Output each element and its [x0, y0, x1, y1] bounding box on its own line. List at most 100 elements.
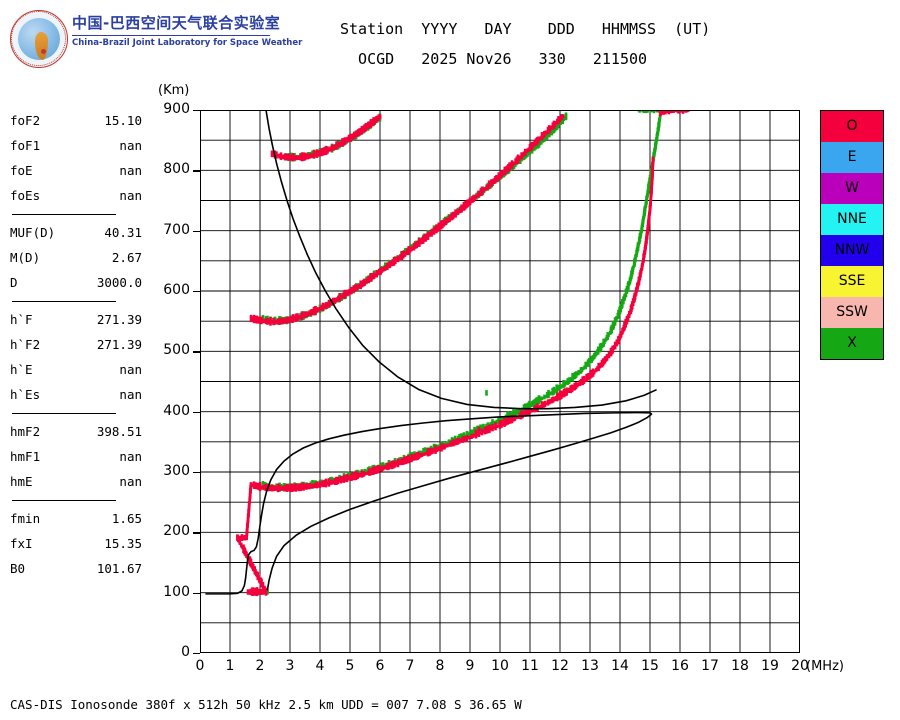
param-value: 271.39 [96, 312, 142, 327]
legend-item-o[interactable]: O [821, 111, 883, 142]
param-value: nan [119, 449, 142, 464]
param-group-divider [10, 295, 150, 307]
param-value: nan [119, 362, 142, 377]
y-axis-unit-label: (Km) [158, 83, 190, 98]
param-row: foF1 nan [10, 133, 150, 158]
x-axis-tick-label: 5 [345, 658, 355, 674]
echo-trace-o-mode [236, 110, 691, 597]
y-axis-tick-mark [193, 291, 200, 293]
param-row: B0 101.67 [10, 556, 150, 581]
param-row: hmF2 398.51 [10, 419, 150, 444]
param-row: fmin 1.65 [10, 506, 150, 531]
param-group-divider [10, 494, 150, 506]
globe-icon [18, 18, 60, 60]
param-group-divider [10, 407, 150, 419]
ionogram-canvas [200, 110, 800, 653]
y-axis-tick-mark [193, 411, 200, 413]
legend-item-nnw[interactable]: NNW [821, 235, 883, 266]
param-value: 2.67 [111, 250, 142, 265]
legend-item-nne[interactable]: NNE [821, 204, 883, 235]
x-axis-tick-label: 11 [521, 658, 539, 674]
y-axis-tick-mark [193, 170, 200, 172]
x-axis-tick-label: 14 [611, 658, 629, 674]
legend-item-sse[interactable]: SSE [821, 266, 883, 297]
param-row: h`F2 271.39 [10, 332, 150, 357]
y-axis-tick-mark [193, 110, 200, 112]
param-row: h`Es nan [10, 382, 150, 407]
param-key: hmF1 [10, 449, 41, 464]
legend-item-x[interactable]: X [821, 328, 883, 359]
param-value: nan [119, 474, 142, 489]
lab-logo: 中国-巴西空间天气联合实验室 China-Brazil Joint Labora… [8, 8, 302, 70]
param-value: 40.31 [104, 225, 142, 240]
ionogram-plot[interactable] [200, 110, 800, 653]
param-key: B0 [10, 561, 26, 576]
x-axis-tick-label: 13 [581, 658, 599, 674]
y-axis-tick-mark [193, 532, 200, 534]
x-axis-tick-label: 9 [465, 658, 475, 674]
param-key: foE [10, 163, 33, 178]
y-axis-tick-label: 400 [163, 402, 190, 419]
param-key: M(D) [10, 250, 41, 265]
param-key: h`F [10, 312, 33, 327]
landmass-shape [35, 32, 48, 60]
param-group-divider [10, 208, 150, 220]
param-row: foF2 15.10 [10, 108, 150, 133]
y-axis-tick-mark [193, 472, 200, 474]
legend-item-w[interactable]: W [821, 173, 883, 204]
param-key: hmE [10, 474, 33, 489]
x-axis-tick-label: 15 [641, 658, 659, 674]
param-key: foF1 [10, 138, 41, 153]
y-axis-tick-label: 500 [163, 342, 190, 359]
param-row: hmF1 nan [10, 444, 150, 469]
y-axis-tick-label: 900 [163, 101, 190, 117]
instrument-footer: CAS-DIS Ionosonde 380f x 512h 50 kHz 2.5… [10, 697, 522, 712]
param-row: foEs nan [10, 183, 150, 208]
param-value: nan [119, 188, 142, 203]
x-axis-tick-label: 1 [225, 658, 235, 674]
logo-chinese-title: 中国-巴西空间天气联合实验室 [72, 14, 281, 32]
param-row: M(D) 2.67 [10, 245, 150, 270]
y-axis-tick-label: 0 [181, 644, 190, 660]
param-key: hmF2 [10, 424, 41, 439]
y-axis-tick-mark [193, 230, 200, 232]
y-axis-tick-label: 800 [163, 161, 190, 178]
param-row: h`E nan [10, 357, 150, 382]
y-axis-tick-label: 100 [163, 583, 190, 600]
param-key: fmin [10, 511, 41, 526]
x-axis-tick-label: 6 [375, 658, 385, 674]
header-field-values: OCGD 2025 Nov26 330 211500 [340, 50, 648, 68]
param-value: 1.65 [111, 511, 142, 526]
y-axis-tick-mark [193, 351, 200, 353]
param-key: D [10, 275, 18, 290]
station-marker-icon [41, 49, 46, 54]
param-row: D 3000.0 [10, 270, 150, 295]
legend-item-e[interactable]: E [821, 142, 883, 173]
mode-legend[interactable]: O E W NNE NNW SSE SSW X [820, 110, 884, 360]
param-value: 15.35 [104, 536, 142, 551]
x-axis-tick-label: 4 [315, 658, 325, 674]
param-key: foEs [10, 188, 41, 203]
x-axis-tick-label: 2 [255, 658, 265, 674]
param-key: h`F2 [10, 337, 41, 352]
ionogram-parameter-panel: foF2 15.10 foF1 nan foE nan foEs nan MUF(D) 40.31… [10, 108, 150, 581]
param-value: 15.10 [104, 113, 142, 128]
x-axis-tick-label: 17 [701, 658, 719, 674]
param-key: h`E [10, 362, 33, 377]
logo-ring-icon [11, 11, 66, 66]
y-axis-tick-mark [193, 592, 200, 594]
x-axis-tick-label: 19 [761, 658, 779, 674]
param-key: h`Es [10, 387, 41, 402]
y-axis-tick-label: 200 [163, 523, 190, 540]
param-key: foF2 [10, 113, 41, 128]
x-axis-tick-label: 18 [731, 658, 749, 674]
param-key: MUF(D) [10, 225, 56, 240]
legend-item-ssw[interactable]: SSW [821, 297, 883, 328]
y-axis-tick-label: 600 [163, 282, 190, 298]
x-axis-tick-label: 10 [491, 658, 509, 674]
header-field-labels: Station YYYY DAY DDD HHMMSS (UT) [340, 20, 711, 38]
param-value: nan [119, 387, 142, 402]
x-axis-tick-label: 3 [285, 658, 295, 674]
param-value: 101.67 [96, 561, 142, 576]
param-value: nan [119, 163, 142, 178]
